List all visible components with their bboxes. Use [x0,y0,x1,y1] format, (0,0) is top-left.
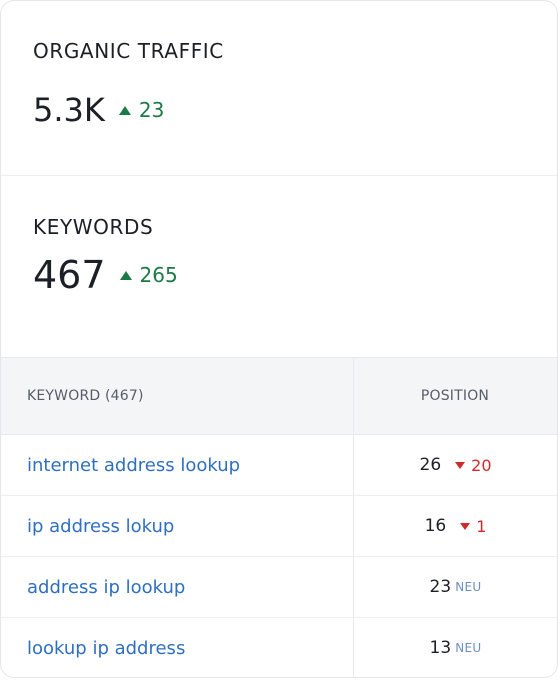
organic-traffic-title: ORGANIC TRAFFIC [33,39,224,63]
table-row: address ip lookup 23 NEU [1,557,557,618]
column-divider [353,357,354,677]
table-row: ip address lokup 16 1 [1,496,557,557]
position-value: 13 [429,638,452,658]
new-badge: NEU [455,580,482,594]
position-change: 1 [460,517,486,536]
keywords-title: KEYWORDS [33,215,154,239]
position-value: 23 [429,577,452,597]
keyword-link[interactable]: lookup ip address [27,637,186,659]
keywords-row: 467 265 [33,253,178,297]
table-header: KEYWORD (467) POSITION [1,357,557,435]
section-divider [1,175,557,176]
column-header-keyword[interactable]: KEYWORD (467) [27,388,144,404]
position-cell: 13 NEU [354,618,557,677]
position-cell: 26 20 [354,435,557,495]
keyword-link[interactable]: internet address lookup [27,454,241,476]
organic-traffic-change: 23 [118,98,165,122]
keywords-table: KEYWORD (467) POSITION internet address … [1,357,557,677]
position-change: 20 [455,455,492,475]
organic-traffic-value: 5.3K [33,91,105,129]
arrow-up-icon [118,105,131,115]
column-header-position[interactable]: POSITION [420,388,490,404]
keywords-change: 265 [119,263,178,287]
arrow-up-icon [119,270,132,280]
keywords-change-value: 265 [139,263,178,287]
position-value: 26 [419,455,442,475]
new-badge: NEU [455,641,482,655]
position-value: 16 [424,516,447,536]
keyword-link[interactable]: address ip lookup [27,576,186,598]
table-row: internet address lookup 26 20 [1,435,557,496]
organic-traffic-change-value: 23 [138,98,165,122]
arrow-down-icon [455,461,466,469]
arrow-down-icon [460,522,471,530]
keyword-link[interactable]: ip address lokup [27,515,175,537]
organic-traffic-row: 5.3K 23 [33,91,164,129]
keywords-value: 467 [33,253,106,297]
position-change-value: 1 [476,516,487,536]
table-row: lookup ip address 13 NEU [1,618,557,677]
position-cell: 23 NEU [354,557,557,617]
position-change-value: 20 [471,455,492,475]
position-cell: 16 1 [354,496,557,556]
